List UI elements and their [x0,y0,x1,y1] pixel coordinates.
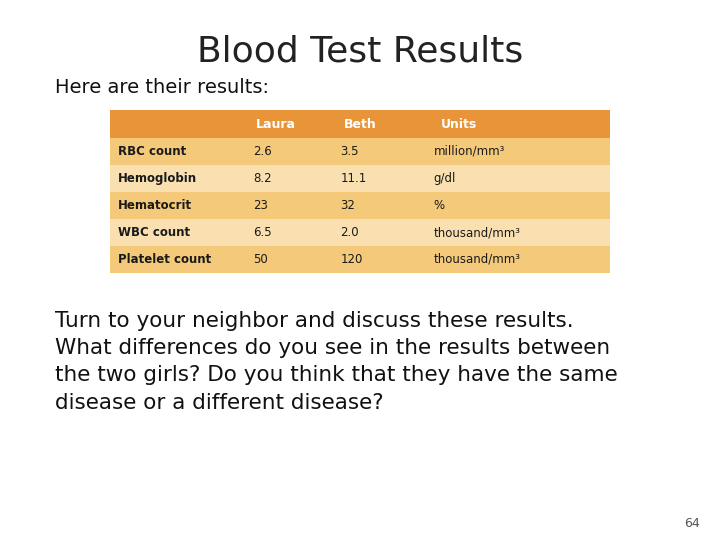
Bar [423,165,610,192]
Text: 32: 32 [341,199,355,212]
Bar [335,165,423,192]
Bar [335,246,423,273]
Bar [110,246,248,273]
Text: WBC count: WBC count [118,226,190,239]
Text: thousand/mm³: thousand/mm³ [433,226,521,239]
Text: Platelet count: Platelet count [118,253,212,266]
Bar [110,192,248,219]
Bar [248,219,335,246]
Text: 23: 23 [253,199,268,212]
Text: 2.0: 2.0 [341,226,359,239]
Text: 6.5: 6.5 [253,226,271,239]
Text: 8.2: 8.2 [253,172,271,185]
Bar [335,192,423,219]
Text: Beth: Beth [343,118,377,131]
Bar [423,246,610,273]
Text: RBC count: RBC count [118,145,186,158]
Bar [335,138,423,165]
Bar [248,192,335,219]
Text: 11.1: 11.1 [341,172,366,185]
Text: Laura: Laura [256,118,296,131]
Bar [335,110,423,138]
Text: %: % [433,199,445,212]
Text: million/mm³: million/mm³ [433,145,505,158]
Bar [248,110,335,138]
Bar [423,219,610,246]
Text: 2.6: 2.6 [253,145,271,158]
Bar [335,219,423,246]
Text: Blood Test Results: Blood Test Results [197,35,523,69]
Bar [110,110,248,138]
Text: Hemoglobin: Hemoglobin [118,172,197,185]
Bar [248,165,335,192]
Bar [423,192,610,219]
Text: 50: 50 [253,253,268,266]
Text: 3.5: 3.5 [341,145,359,158]
Bar [110,138,248,165]
Text: 120: 120 [341,253,363,266]
Bar [423,138,610,165]
Bar [248,138,335,165]
Bar [110,165,248,192]
Text: thousand/mm³: thousand/mm³ [433,253,521,266]
Text: g/dl: g/dl [433,172,456,185]
Text: 64: 64 [684,517,700,530]
Text: Turn to your neighbor and discuss these results.
What differences do you see in : Turn to your neighbor and discuss these … [55,311,618,413]
Bar [110,219,248,246]
Text: Units: Units [441,118,477,131]
Bar [423,110,610,138]
Text: Hematocrit: Hematocrit [118,199,192,212]
Text: Here are their results:: Here are their results: [55,78,269,97]
Bar [248,246,335,273]
